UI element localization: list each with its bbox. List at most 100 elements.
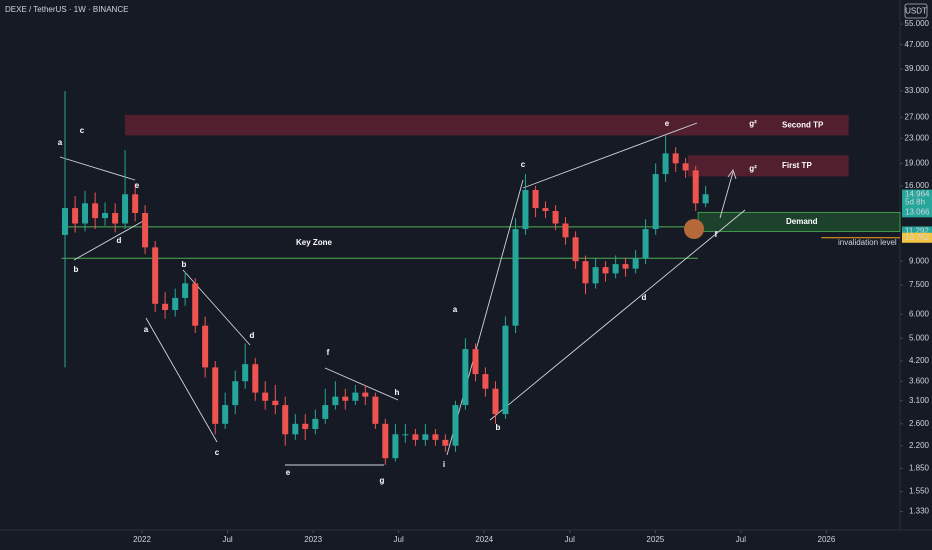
candle-body xyxy=(232,381,239,406)
candle-body xyxy=(302,423,309,429)
candle-body xyxy=(152,247,159,304)
y-tick-label: 4.200 xyxy=(909,356,930,365)
candle-body xyxy=(292,423,299,435)
candle-body xyxy=(542,208,549,212)
y-tick-label: 1.330 xyxy=(909,507,930,516)
price-tag xyxy=(902,189,932,208)
price-tag xyxy=(902,207,932,218)
candle-body xyxy=(512,229,519,326)
zone-label: Demand xyxy=(786,217,818,226)
wave-label: a xyxy=(453,305,458,314)
y-tick-label: 23.000 xyxy=(905,133,930,142)
x-tick-label: Jul xyxy=(736,535,746,544)
wave-label: a xyxy=(144,325,149,334)
wave-label: c xyxy=(80,126,85,135)
candle-body xyxy=(122,194,129,224)
y-tick-label: 5.000 xyxy=(909,333,930,342)
wave-label: e xyxy=(286,468,291,477)
x-tick-label: Jul xyxy=(565,535,575,544)
y-tick-label: 39.000 xyxy=(905,64,930,73)
zone xyxy=(687,155,849,177)
y-tick-label: 2.200 xyxy=(909,441,930,450)
wave-label: d xyxy=(250,331,255,340)
wave-label: a xyxy=(58,138,63,147)
x-tick-label: 2025 xyxy=(646,535,664,544)
y-tick-label: 1.850 xyxy=(909,464,930,473)
candle-body xyxy=(472,349,479,375)
candle-body xyxy=(592,267,599,284)
candle-body xyxy=(432,434,439,440)
candle-body xyxy=(502,325,509,415)
candle-body xyxy=(662,153,669,175)
candle-body xyxy=(692,170,699,204)
x-tick-label: 2024 xyxy=(475,535,493,544)
x-tick-label: 2026 xyxy=(818,535,836,544)
price-tag-label: 11.292 xyxy=(905,227,929,236)
wave-label: d xyxy=(642,293,647,302)
candle-body xyxy=(322,405,329,419)
candle-body xyxy=(572,237,579,262)
candle-body xyxy=(482,374,489,389)
x-tick-label: 2022 xyxy=(133,535,151,544)
wave-label: d xyxy=(117,236,122,245)
candle-body xyxy=(442,439,449,446)
y-tick-label: 7.500 xyxy=(909,280,930,289)
trend-line xyxy=(59,156,136,181)
trend-line xyxy=(324,367,399,401)
candle-body xyxy=(202,325,209,368)
arrow xyxy=(719,171,734,219)
y-tick-label: 9.000 xyxy=(909,256,930,265)
trend-line xyxy=(73,219,146,261)
wave-label: g xyxy=(380,476,385,485)
candle-body xyxy=(652,174,659,230)
candle-body xyxy=(252,364,259,393)
wave-label: e xyxy=(135,181,140,190)
candle-body xyxy=(402,434,409,436)
currency-button-label[interactable]: USDT xyxy=(905,7,927,16)
wave-label: e xyxy=(665,119,670,128)
chart-title: DEXE / TetherUS · 1W · BINANCE xyxy=(5,5,128,14)
y-tick-label: 19.000 xyxy=(905,158,930,167)
candle-body xyxy=(562,223,569,238)
candle-body xyxy=(392,434,399,459)
currency-button[interactable] xyxy=(904,3,928,19)
y-tick-label: 16.000 xyxy=(905,181,930,190)
trend-line xyxy=(182,269,251,346)
candle-body xyxy=(222,405,229,424)
candle-body xyxy=(312,418,319,429)
candle-body xyxy=(412,434,419,440)
price-tag-label: 13.066 xyxy=(905,207,930,216)
y-tick-label: 3.600 xyxy=(909,376,930,385)
y-tick-label: 1.550 xyxy=(909,487,930,496)
candle-body xyxy=(282,405,289,435)
y-tick-label: 3.100 xyxy=(909,396,930,405)
price-tag xyxy=(902,226,932,237)
candle-body xyxy=(62,208,69,235)
candle-body xyxy=(142,213,149,248)
candle-body xyxy=(522,189,529,230)
wave-label: h xyxy=(395,388,400,397)
candle-body xyxy=(262,392,269,401)
wave-label: f xyxy=(327,348,330,357)
marker-circle xyxy=(684,219,704,239)
trend-line xyxy=(145,317,218,443)
wave-label: c xyxy=(521,160,526,169)
candle-body xyxy=(342,396,349,401)
trend-lines xyxy=(59,122,746,466)
candle-body xyxy=(82,203,89,224)
wave-label: b xyxy=(496,423,501,432)
y-tick-label: 2.600 xyxy=(909,419,930,428)
x-tick-label: 2023 xyxy=(304,535,322,544)
y-tick-label: 33.000 xyxy=(905,86,930,95)
price-tag xyxy=(902,232,932,243)
candle-body xyxy=(362,392,369,397)
y-tick-label: 6.000 xyxy=(909,309,930,318)
zone xyxy=(124,114,849,136)
trend-line xyxy=(446,179,524,456)
zone-label: Second TP xyxy=(782,120,824,129)
zones xyxy=(61,114,901,259)
candle-body xyxy=(632,258,639,269)
candle-body xyxy=(532,189,539,209)
y-tick-label: 55.000 xyxy=(905,19,930,28)
